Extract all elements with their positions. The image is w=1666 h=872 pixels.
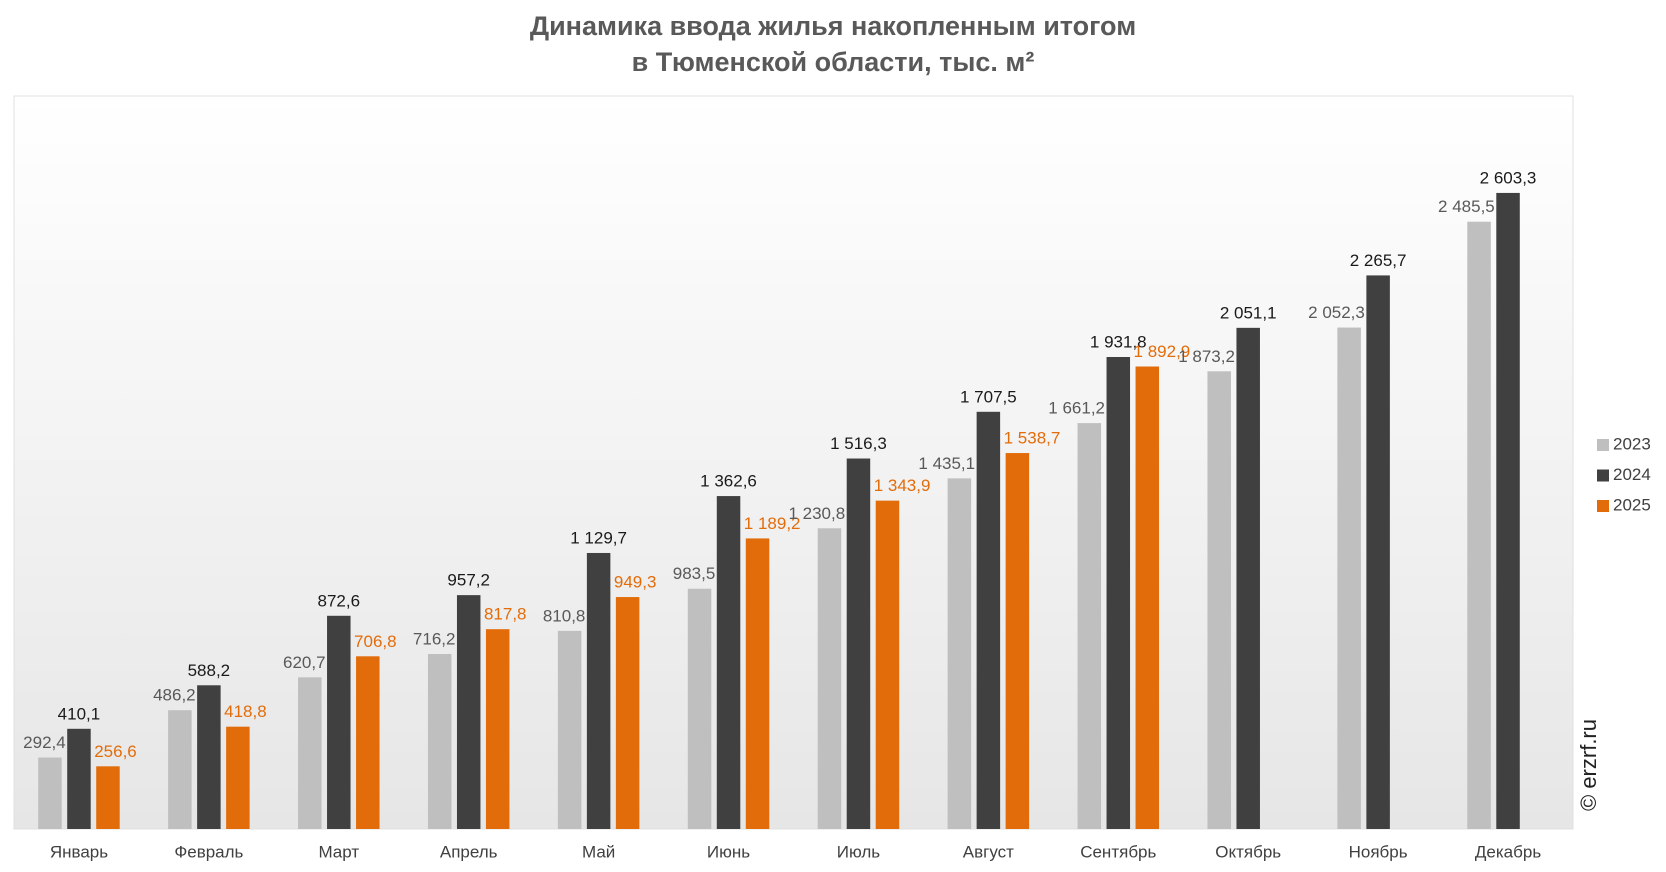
legend-swatch [1597, 500, 1609, 512]
bar [1366, 275, 1390, 830]
x-tick-label: Сентябрь [1080, 842, 1156, 861]
bar [1207, 371, 1231, 829]
value-label: 2 051,1 [1220, 303, 1277, 322]
bar [197, 685, 221, 829]
value-label: 817,8 [484, 605, 527, 624]
watermark: © erzrf.ru [1576, 719, 1601, 811]
bar [96, 766, 120, 829]
bar [817, 528, 842, 829]
value-label: 2 603,3 [1480, 168, 1537, 187]
x-tick-label: Март [318, 842, 359, 861]
value-label: 410,1 [58, 704, 101, 723]
value-label: 872,6 [318, 591, 361, 610]
x-tick-label: Ноябрь [1349, 842, 1408, 861]
chart-subtitle: в Тюменской области, тыс. м² [632, 47, 1035, 77]
value-label: 1 931,8 [1090, 332, 1147, 351]
bar [875, 500, 900, 829]
bar [356, 656, 380, 829]
value-label: 1 343,9 [874, 476, 931, 495]
value-label: 1 230,8 [788, 504, 845, 523]
value-label: 588,2 [188, 661, 231, 680]
bar [557, 630, 582, 829]
value-label: 1 189,2 [744, 514, 801, 533]
x-tick-label: Октябрь [1215, 842, 1281, 861]
value-label: 716,2 [413, 629, 456, 648]
chart-title: Динамика ввода жилья накопленным итогом [530, 11, 1136, 41]
value-label: 292,4 [23, 733, 66, 752]
bar [846, 458, 871, 829]
x-tick-label: Август [963, 842, 1014, 861]
bar [456, 595, 481, 829]
value-label: 1 873,2 [1178, 347, 1235, 366]
value-label: 983,5 [673, 564, 716, 583]
x-tick-label: Декабрь [1475, 842, 1541, 861]
bar [586, 552, 611, 829]
value-label: 1 538,7 [1004, 429, 1061, 448]
value-label: 2 265,7 [1350, 251, 1407, 270]
value-label: 706,8 [354, 632, 397, 651]
bar [716, 496, 741, 829]
bar [947, 478, 972, 829]
value-label: 1 661,2 [1048, 399, 1105, 418]
value-label: 810,8 [543, 606, 586, 625]
x-tick-label: Июль [837, 842, 881, 861]
legend-label: 2025 [1613, 495, 1651, 514]
legend-label: 2023 [1613, 434, 1651, 453]
value-label: 1 516,3 [830, 434, 887, 453]
value-label: 1 435,1 [918, 454, 975, 473]
value-label: 486,2 [153, 686, 196, 705]
bar [1496, 192, 1520, 830]
x-tick-label: Июнь [707, 842, 750, 861]
bar [67, 728, 91, 829]
bar [687, 588, 712, 829]
bar [1236, 327, 1260, 829]
bar [38, 757, 62, 829]
value-label: 256,6 [94, 742, 137, 761]
value-label: 1 129,7 [570, 528, 627, 547]
bar [226, 726, 250, 829]
legend-swatch [1597, 469, 1609, 482]
bar [427, 654, 452, 829]
value-label: 1 892,9 [1134, 342, 1191, 361]
bar [298, 677, 322, 829]
value-label: 1 362,6 [700, 472, 757, 491]
bar [168, 710, 192, 829]
x-tick-label: Май [582, 842, 615, 861]
x-tick-label: Январь [50, 842, 108, 861]
plot-area [13, 95, 1574, 830]
bar [745, 538, 770, 829]
bar [1005, 453, 1030, 829]
bar [976, 411, 1001, 829]
bar [1106, 356, 1131, 829]
legend-label: 2024 [1613, 465, 1651, 484]
legend-swatch [1597, 439, 1609, 451]
value-label: 620,7 [283, 653, 326, 672]
bar [1467, 221, 1491, 830]
bar [1135, 366, 1160, 829]
bar [485, 629, 510, 829]
bar [1337, 327, 1361, 829]
bar [1077, 423, 1102, 829]
value-label: 1 707,5 [960, 387, 1017, 406]
x-tick-label: Апрель [440, 842, 498, 861]
value-label: 2 052,3 [1308, 303, 1365, 322]
x-tick-label: Февраль [174, 842, 243, 861]
value-label: 2 485,5 [1438, 197, 1495, 216]
value-label: 949,3 [614, 573, 657, 592]
bar [327, 615, 351, 829]
bar [615, 597, 640, 829]
value-label: 957,2 [447, 571, 490, 590]
value-label: 418,8 [224, 702, 267, 721]
